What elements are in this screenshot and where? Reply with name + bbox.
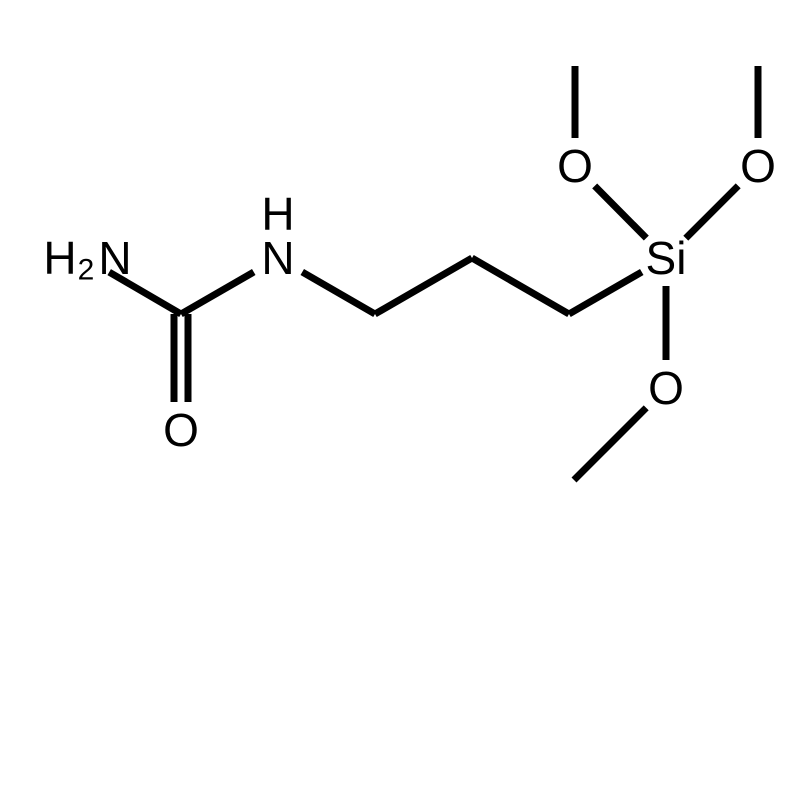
- molecule-diagram: H2NONHSiOOO: [0, 0, 800, 800]
- svg-text:O: O: [557, 140, 593, 192]
- svg-text:O: O: [648, 362, 684, 414]
- svg-text:Si: Si: [646, 232, 687, 284]
- svg-text:H: H: [261, 188, 294, 240]
- svg-text:H: H: [43, 232, 76, 284]
- svg-text:N: N: [98, 232, 131, 284]
- svg-text:2: 2: [78, 254, 95, 287]
- svg-text:O: O: [163, 404, 199, 456]
- svg-text:O: O: [740, 140, 776, 192]
